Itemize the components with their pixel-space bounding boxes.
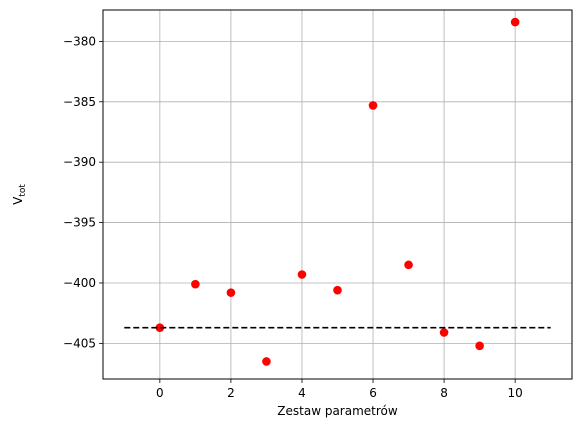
- y-axis-label-main: V: [11, 196, 25, 205]
- y-tick-label: −380: [63, 34, 96, 48]
- data-point: [333, 285, 342, 295]
- x-axis-label: Zestaw parametrów: [277, 404, 398, 418]
- data-point: [368, 101, 378, 110]
- x-tick-label: 4: [298, 386, 306, 400]
- data-point: [262, 357, 271, 366]
- data-point: [510, 17, 520, 27]
- data-point: [226, 288, 236, 297]
- plot-area-frame: [102, 9, 573, 380]
- data-series: [124, 17, 551, 366]
- y-tick-label: −400: [63, 276, 96, 290]
- data-point: [475, 341, 484, 351]
- data-point: [404, 260, 413, 270]
- x-tick-label: 8: [440, 386, 448, 400]
- y-axis-label: Vtot: [11, 184, 28, 205]
- y-tick-label: −385: [63, 95, 96, 109]
- data-point: [297, 270, 307, 279]
- x-tick-label: 2: [227, 386, 235, 400]
- data-point: [155, 323, 165, 332]
- grid-lines: [103, 10, 572, 379]
- x-tick-label: 6: [369, 386, 377, 400]
- y-axis-label-subscript: tot: [18, 184, 28, 197]
- data-point: [439, 328, 449, 337]
- axis-ticks: 0 2 4 6 8 10 −405 −400 −395 −390 −385 −380: [63, 34, 523, 400]
- y-tick-label: −405: [63, 336, 96, 350]
- x-tick-label: 10: [508, 386, 523, 400]
- data-point: [191, 279, 200, 289]
- y-tick-label: −395: [63, 216, 96, 230]
- x-tick-label: 0: [156, 386, 164, 400]
- y-tick-label: −390: [63, 155, 96, 169]
